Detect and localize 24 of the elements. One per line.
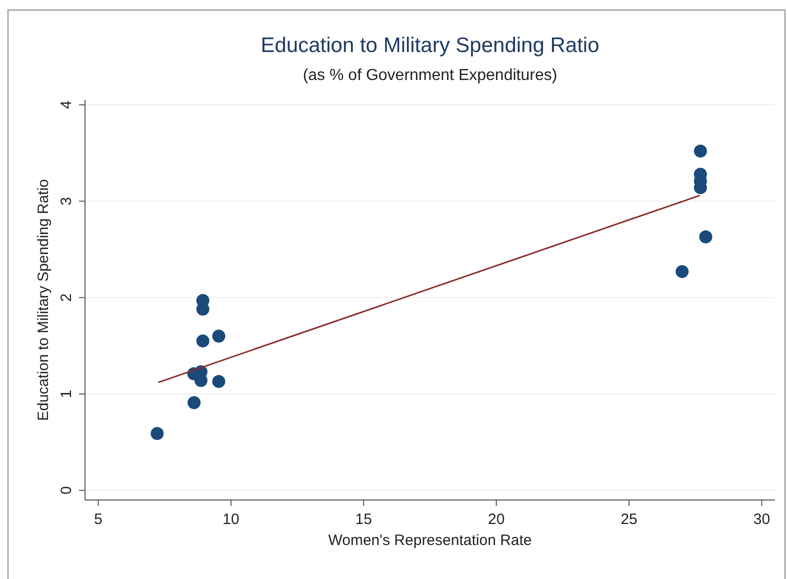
x-tick-label: 10 bbox=[222, 511, 240, 528]
chart-title: Education to Military Spending Ratio bbox=[260, 34, 600, 57]
point bbox=[150, 426, 164, 440]
point bbox=[212, 374, 226, 388]
point bbox=[196, 334, 210, 348]
y-tick-label: 1 bbox=[58, 390, 75, 398]
x-tick-label: 5 bbox=[94, 511, 102, 528]
x-tick-label: 20 bbox=[488, 511, 505, 528]
y-tick-label: 2 bbox=[58, 293, 75, 302]
chart-subtitle: (as % of Government Expenditures) bbox=[302, 67, 558, 84]
x-tick-label: 30 bbox=[753, 511, 770, 528]
y-axis-title: Education to Military Spending Ratio bbox=[35, 179, 52, 421]
point bbox=[694, 144, 707, 158]
point bbox=[699, 230, 712, 244]
x-tick-label: 25 bbox=[620, 511, 638, 528]
point bbox=[188, 396, 201, 410]
y-tick-label: 3 bbox=[58, 197, 75, 206]
point bbox=[212, 330, 226, 343]
point bbox=[196, 302, 210, 316]
x-axis-title: Women's Representation Rate bbox=[328, 532, 532, 549]
point bbox=[676, 265, 689, 278]
y-tick-label: 0 bbox=[58, 486, 75, 495]
x-tick-label: 15 bbox=[355, 511, 372, 528]
y-tick-label: 4 bbox=[58, 100, 75, 109]
